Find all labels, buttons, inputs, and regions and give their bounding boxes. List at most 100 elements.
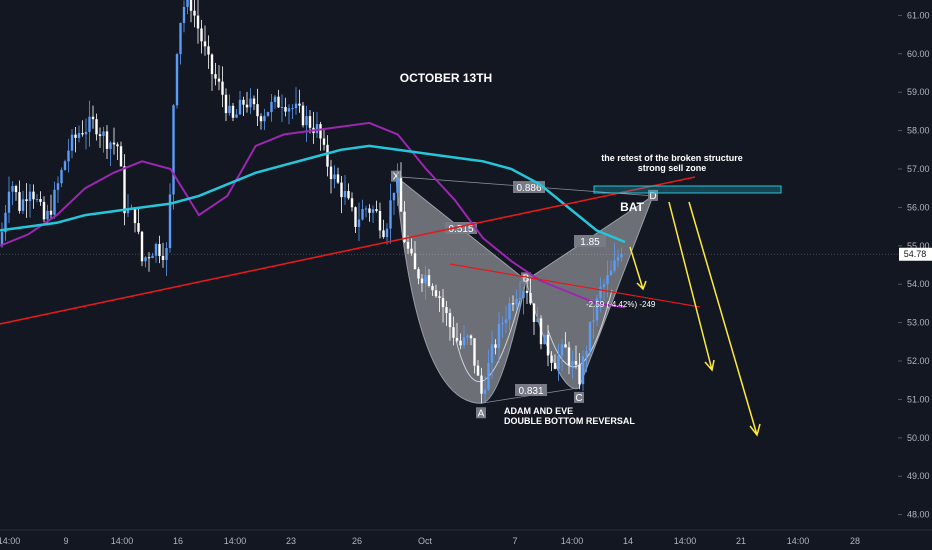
candle-body [508, 303, 511, 320]
x-tick-label: 7 [512, 536, 517, 546]
y-tick-label: 53.00 [907, 318, 930, 328]
candle-body [434, 290, 438, 297]
projection-arrow-2 [668, 201, 715, 372]
candle-body [266, 112, 270, 116]
candle-body [585, 350, 588, 357]
candle-body [357, 219, 361, 227]
candle-body [326, 144, 329, 167]
candle-body [291, 108, 294, 110]
candle-body [592, 320, 595, 322]
candle-body [161, 255, 165, 260]
pattern-point-bg [648, 189, 658, 201]
candle-body [494, 344, 497, 348]
moving-average-fast [0, 121, 626, 309]
projection-arrows [629, 201, 761, 437]
candle-body [140, 231, 144, 262]
candle-body [347, 190, 350, 199]
current-price-badge-bg [899, 247, 932, 261]
x-tick-label: 14:00 [0, 536, 20, 546]
pattern-point-bg [476, 407, 486, 419]
candle-body [308, 116, 312, 128]
candle-body [200, 28, 203, 42]
x-tick-label: 21 [736, 536, 746, 546]
price-axis: 48.00 49.00 50.00 51.00 52.00 53.00 54.00 55.00… [898, 10, 930, 520]
candle-body [473, 338, 476, 366]
candle-body [221, 81, 224, 95]
candle-body [410, 248, 413, 254]
candle-body [522, 290, 525, 298]
candle-body [4, 212, 7, 233]
x-tick-label: 14:00 [224, 536, 247, 546]
candle-body [305, 116, 308, 126]
annotation-retest-2: strong sell zone [638, 163, 707, 173]
y-tick-label: 61.00 [907, 10, 930, 20]
candle-body [490, 344, 494, 363]
candle-body [546, 334, 550, 356]
candle-body [14, 186, 18, 193]
candle-body [165, 248, 168, 260]
candle-body [252, 98, 256, 105]
candle-body [315, 124, 319, 134]
candle-body [0, 232, 4, 246]
candle-body [354, 207, 357, 227]
candle-body [109, 142, 112, 149]
y-tick-label: 50.00 [907, 433, 930, 443]
candle-body [497, 324, 501, 348]
candle-body [427, 275, 431, 286]
candle-body [574, 360, 578, 365]
candle-body [413, 253, 417, 270]
candle-body [438, 296, 441, 298]
candle-body [67, 150, 70, 162]
candle-body [525, 290, 529, 294]
candle-body [95, 119, 98, 135]
candle-body [217, 78, 221, 82]
candle-body [455, 337, 459, 341]
candle-body [466, 335, 469, 338]
candle-body [343, 190, 347, 198]
candle-body [483, 389, 487, 394]
candle-body [287, 108, 291, 112]
candle-body [81, 133, 84, 135]
x-tick-label: 26 [352, 536, 362, 546]
candle-body [273, 96, 277, 102]
candle-body [172, 105, 175, 195]
candle-body [578, 364, 581, 385]
candle-body [70, 134, 74, 151]
y-tick-label: 56.00 [907, 202, 930, 212]
candle-body [501, 323, 504, 325]
x-tick-label: 16 [173, 536, 183, 546]
candle-body [550, 355, 553, 363]
candle-body [294, 103, 298, 109]
x-tick-label: 9 [63, 536, 68, 546]
candle-body [368, 208, 371, 213]
candle-body [21, 199, 25, 211]
candle-body [539, 318, 543, 345]
annotation-retest-1: the retest of the broken structure [601, 153, 743, 163]
candle-body [32, 191, 35, 200]
annotation-measure: -2.59 (-4.42%) -249 [586, 300, 656, 309]
x-tick-label: 14:00 [111, 536, 134, 546]
candle-body [175, 54, 179, 106]
candle-body [42, 201, 46, 220]
x-tick-label: 14:00 [561, 536, 584, 546]
candle-body [378, 211, 382, 231]
candle-body [431, 285, 434, 291]
y-tick-label: 55.00 [907, 241, 930, 251]
y-tick-label: 52.00 [907, 356, 930, 366]
candle-body [137, 223, 140, 232]
candle-body [49, 210, 53, 215]
sell-zone-box [593, 185, 782, 194]
candle-body [406, 241, 410, 249]
candle-body [280, 107, 284, 109]
candle-body [238, 99, 242, 115]
candle-body [39, 198, 42, 202]
y-tick-label: 60.00 [907, 49, 930, 59]
x-tick-label: 28 [850, 536, 860, 546]
candle-body [154, 244, 158, 256]
candle-body [179, 22, 182, 55]
candle-body [133, 207, 137, 224]
candle-body [480, 375, 483, 394]
candle-body [126, 209, 130, 214]
candle-body [53, 189, 56, 215]
candle-body [56, 183, 60, 190]
